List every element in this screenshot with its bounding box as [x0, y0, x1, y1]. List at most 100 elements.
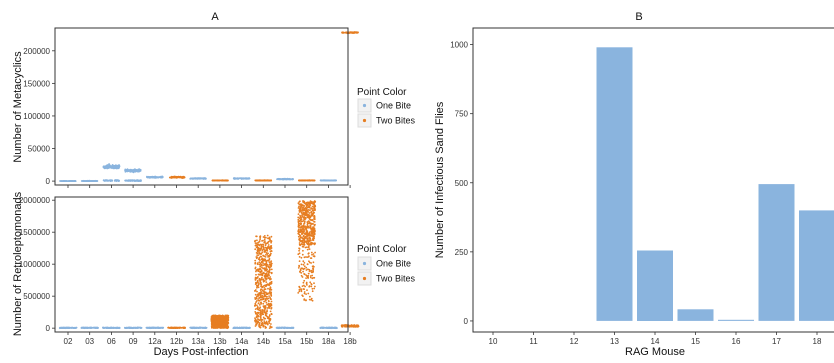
point-retroleptomonads-02 [74, 327, 76, 329]
point-metacyclics-14b [267, 179, 269, 181]
point-retroleptomonads-13b [212, 322, 214, 324]
point-metacyclics-12b [180, 177, 182, 179]
point-retroleptomonads-14b [265, 247, 267, 249]
point-retroleptomonads-14b [259, 283, 261, 285]
point-retroleptomonads-14b [268, 298, 270, 300]
point-retroleptomonads-14b [263, 259, 265, 261]
point-retroleptomonads-15a [292, 327, 294, 329]
point-retroleptomonads-15b [304, 291, 306, 293]
point-retroleptomonads-14b [269, 261, 271, 263]
point-retroleptomonads-18a [329, 327, 331, 329]
panel-b-xlabel: RAG Mouse [625, 346, 685, 358]
point-retroleptomonads-14b [269, 258, 271, 260]
point-retroleptomonads-09 [137, 327, 139, 329]
point-retroleptomonads-14b [262, 264, 264, 266]
point-retroleptomonads-14b [256, 308, 258, 310]
point-retroleptomonads-14b [260, 309, 262, 311]
point-metacyclics-18b [345, 32, 347, 34]
point-metacyclics-09 [134, 180, 136, 182]
point-retroleptomonads-18b [345, 324, 347, 326]
point-retroleptomonads-14b [267, 283, 269, 285]
bar-mouse-15 [678, 309, 714, 321]
point-retroleptomonads-14a [237, 327, 239, 329]
point-retroleptomonads-15b [308, 273, 310, 275]
panel-a-xtick-label-13a: 13a [192, 337, 206, 346]
legend-bottom: Point Color One Bite Two Bites [357, 244, 416, 285]
point-retroleptomonads-15b [309, 225, 311, 227]
point-retroleptomonads-14b [263, 318, 265, 320]
point-retroleptomonads-14b [266, 261, 268, 263]
point-retroleptomonads-15b [306, 289, 308, 291]
point-retroleptomonads-14a [241, 327, 243, 329]
point-retroleptomonads-13b [227, 315, 229, 317]
point-retroleptomonads-14b [259, 272, 261, 274]
panel-a-top-ytick-label: 0 [46, 177, 51, 186]
point-retroleptomonads-18b [351, 325, 353, 327]
point-retroleptomonads-15b [304, 203, 306, 205]
point-metacyclics-18b [356, 32, 358, 34]
point-retroleptomonads-15b [299, 240, 301, 242]
point-metacyclics-12b [183, 176, 185, 178]
panel-b-xtick-label-15: 15 [691, 337, 700, 346]
point-retroleptomonads-14b [267, 235, 269, 237]
panel-b-title: B [635, 11, 642, 23]
point-metacyclics-02 [64, 180, 66, 182]
point-retroleptomonads-14b [260, 315, 262, 317]
point-metacyclics-12a [146, 176, 148, 178]
point-retroleptomonads-15b [313, 288, 315, 290]
point-retroleptomonads-14b [267, 307, 269, 309]
point-retroleptomonads-18a [332, 327, 334, 329]
point-retroleptomonads-14b [263, 296, 265, 298]
point-metacyclics-12b [173, 177, 175, 179]
point-retroleptomonads-14b [270, 327, 272, 329]
point-retroleptomonads-15b [313, 282, 315, 284]
point-retroleptomonads-14b [269, 292, 271, 294]
point-metacyclics-09 [137, 179, 139, 181]
point-metacyclics-06 [111, 166, 113, 168]
panel-b-ytick-label: 250 [455, 248, 469, 257]
point-retroleptomonads-13b [212, 325, 214, 327]
point-retroleptomonads-12b [175, 327, 177, 329]
point-retroleptomonads-15b [298, 231, 300, 233]
point-metacyclics-18b [352, 32, 354, 34]
point-retroleptomonads-15b [311, 284, 313, 286]
point-retroleptomonads-15b [305, 277, 307, 279]
point-metacyclics-15a [287, 178, 289, 180]
point-retroleptomonads-14b [271, 307, 273, 309]
point-retroleptomonads-14b [265, 281, 267, 283]
point-retroleptomonads-14b [268, 266, 270, 268]
point-retroleptomonads-15a [278, 327, 280, 329]
point-retroleptomonads-18a [335, 327, 337, 329]
point-retroleptomonads-14b [268, 272, 270, 274]
point-retroleptomonads-15b [312, 265, 314, 267]
point-retroleptomonads-15b [308, 286, 310, 288]
point-retroleptomonads-13b [217, 321, 219, 323]
point-retroleptomonads-14b [270, 298, 272, 300]
panel-b-ylabel: Number of Infectious Sand Flies [434, 101, 446, 258]
point-retroleptomonads-14b [258, 324, 260, 326]
point-retroleptomonads-15b [305, 300, 307, 302]
legend-top-label-one-bite: One Bite [376, 101, 411, 111]
point-retroleptomonads-15b [308, 242, 310, 244]
point-retroleptomonads-15b [300, 221, 302, 223]
point-retroleptomonads-13b [227, 319, 229, 321]
point-retroleptomonads-15b [313, 239, 315, 241]
point-retroleptomonads-14b [262, 262, 264, 264]
point-retroleptomonads-15b [306, 283, 308, 285]
point-retroleptomonads-15b [304, 217, 306, 219]
point-retroleptomonads-14b [254, 260, 256, 262]
point-retroleptomonads-14b [263, 249, 265, 251]
point-retroleptomonads-14b [261, 320, 263, 322]
point-retroleptomonads-15b [309, 271, 311, 273]
panel-a-xtick-label-15a: 15a [278, 337, 292, 346]
point-retroleptomonads-14b [259, 238, 261, 240]
panel-a-xtick-label-15b: 15b [300, 337, 314, 346]
point-retroleptomonads-14b [259, 253, 261, 255]
panel-a-bottom-ytick-label: 0 [46, 324, 51, 333]
point-retroleptomonads-15b [306, 221, 308, 223]
point-retroleptomonads-15b [298, 267, 300, 269]
point-retroleptomonads-13b [220, 322, 222, 324]
point-retroleptomonads-15b [309, 240, 311, 242]
